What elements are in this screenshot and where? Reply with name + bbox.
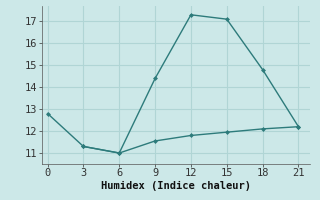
X-axis label: Humidex (Indice chaleur): Humidex (Indice chaleur) — [101, 181, 251, 191]
